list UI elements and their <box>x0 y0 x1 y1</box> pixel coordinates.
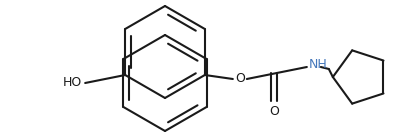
Text: NH: NH <box>309 58 327 70</box>
Text: O: O <box>269 105 279 118</box>
Text: HO: HO <box>63 75 82 89</box>
Text: O: O <box>235 72 245 85</box>
